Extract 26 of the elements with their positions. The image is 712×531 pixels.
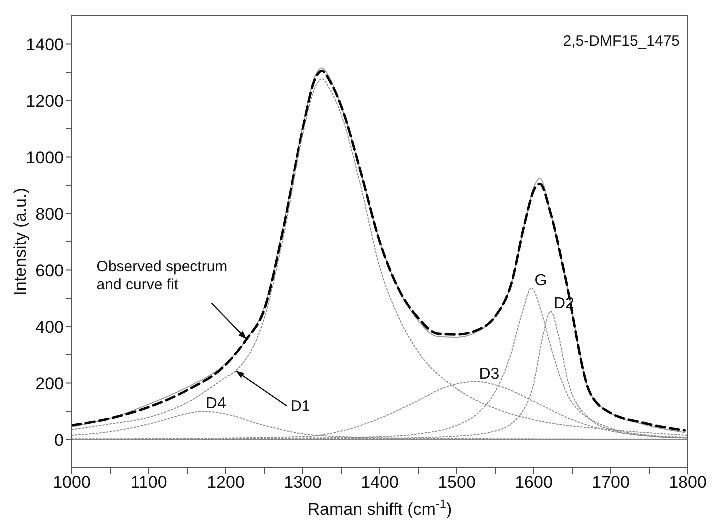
x-tick-label: 1500 [438, 473, 476, 492]
x-axis-title: Raman shifft (cm$^{-1}$) [308, 497, 452, 519]
y-axis-title: Intensity (a.u.) [11, 188, 30, 296]
y-tick-label: 400 [36, 318, 64, 337]
y-tick-label: 0 [54, 430, 64, 450]
x-tick-label: 1400 [361, 473, 399, 492]
series-label: D3 [479, 366, 500, 383]
y-tick-label: 1000 [26, 148, 64, 168]
x-tick-label: 1200 [207, 473, 245, 492]
annotation: 2,5-DMF15_1475 [563, 33, 680, 50]
series-label: G [534, 272, 548, 290]
annotation: D1 [291, 398, 310, 416]
x-tick-label: 1100 [130, 473, 168, 492]
y-tick-label: 200 [36, 374, 64, 394]
x-tick-label: 1000 [53, 473, 91, 492]
y-tick-label: 800 [36, 204, 64, 224]
series-label: D4 [206, 396, 226, 412]
x-tick-label: 1800 [669, 473, 707, 492]
y-tick-label: 1200 [26, 92, 64, 111]
y-tick-label: 1400 [26, 35, 64, 54]
series-label: D2 [554, 295, 574, 312]
x-tick-label: 1300 [284, 473, 322, 492]
annotation: Observed spectrum and curve fit [96, 258, 228, 294]
x-tick-label: 1700 [592, 473, 630, 492]
y-tick-label: 600 [36, 261, 64, 280]
x-tick-label: 1600 [515, 473, 553, 492]
